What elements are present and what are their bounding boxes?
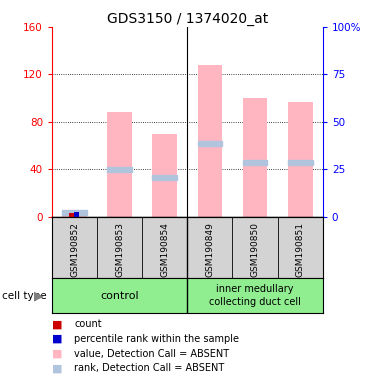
Text: value, Detection Call = ABSENT: value, Detection Call = ABSENT	[74, 349, 229, 359]
Text: GSM190852: GSM190852	[70, 222, 79, 277]
Text: rank, Detection Call = ABSENT: rank, Detection Call = ABSENT	[74, 363, 224, 373]
Title: GDS3150 / 1374020_at: GDS3150 / 1374020_at	[107, 12, 268, 26]
Bar	[288, 160, 313, 165]
Text: cell type: cell type	[2, 291, 46, 301]
Text: ■: ■	[52, 349, 62, 359]
Text: ■: ■	[52, 334, 62, 344]
Bar	[197, 65, 222, 217]
Bar	[107, 113, 132, 217]
Text: ■: ■	[52, 319, 62, 329]
Bar	[152, 134, 177, 217]
Bar	[288, 102, 313, 217]
Text: inner medullary
collecting duct cell: inner medullary collecting duct cell	[209, 285, 301, 307]
Bar	[243, 160, 267, 165]
Bar	[243, 98, 267, 217]
Bar	[74, 212, 79, 217]
Text: count: count	[74, 319, 102, 329]
Bar	[69, 214, 75, 217]
Text: GSM190854: GSM190854	[160, 222, 169, 277]
Text: GSM190851: GSM190851	[296, 222, 305, 277]
Text: ■: ■	[52, 363, 62, 373]
Bar	[152, 175, 177, 180]
Bar	[107, 167, 132, 172]
Text: ▶: ▶	[34, 289, 44, 302]
Text: GSM190849: GSM190849	[206, 222, 214, 277]
Bar	[62, 210, 87, 215]
Text: percentile rank within the sample: percentile rank within the sample	[74, 334, 239, 344]
Text: control: control	[100, 291, 139, 301]
Bar	[197, 141, 222, 146]
Text: GSM190850: GSM190850	[250, 222, 260, 277]
Bar	[62, 211, 87, 217]
Text: GSM190853: GSM190853	[115, 222, 124, 277]
